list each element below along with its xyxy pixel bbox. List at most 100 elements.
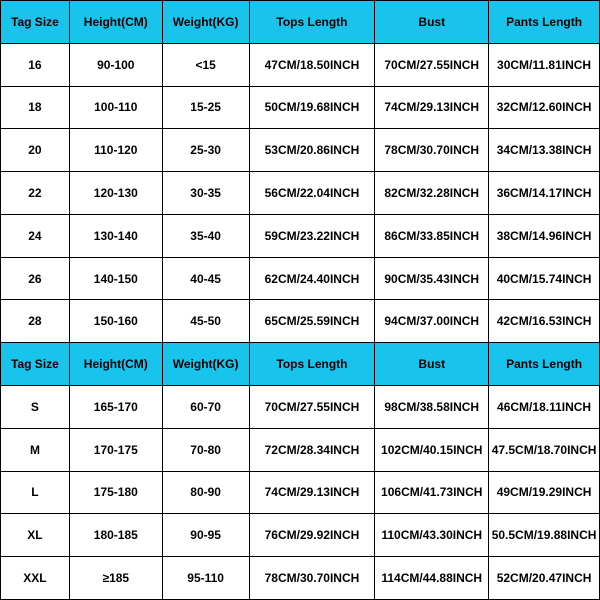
size-chart-table: Tag SizeHeight(CM)Weight(KG)Tops LengthB… — [0, 0, 600, 600]
table-cell: 70-80 — [162, 428, 249, 471]
column-header: Tops Length — [249, 1, 375, 44]
table-cell: XXL — [1, 557, 70, 600]
table-cell: 82CM/32.28INCH — [375, 172, 489, 215]
table-cell: 25-30 — [162, 129, 249, 172]
table-cell: 78CM/30.70INCH — [249, 557, 375, 600]
table-cell: 34CM/13.38INCH — [489, 129, 600, 172]
table-row: XXL≥18595-11078CM/30.70INCH114CM/44.88IN… — [1, 557, 600, 600]
header-row: Tag SizeHeight(CM)Weight(KG)Tops LengthB… — [1, 1, 600, 44]
table-cell: 40CM/15.74INCH — [489, 257, 600, 300]
table-row: 20110-12025-3053CM/20.86INCH78CM/30.70IN… — [1, 129, 600, 172]
table-cell: 165-170 — [69, 386, 162, 429]
table-cell: 94CM/37.00INCH — [375, 300, 489, 343]
table-cell: 120-130 — [69, 172, 162, 215]
table-cell: 78CM/30.70INCH — [375, 129, 489, 172]
table-cell: 26 — [1, 257, 70, 300]
table-cell: 140-150 — [69, 257, 162, 300]
table-cell: ≥185 — [69, 557, 162, 600]
table-cell: <15 — [162, 43, 249, 86]
table-row: 22120-13030-3556CM/22.04INCH82CM/32.28IN… — [1, 172, 600, 215]
table-cell: 50CM/19.68INCH — [249, 86, 375, 129]
size-chart-container: Tag SizeHeight(CM)Weight(KG)Tops LengthB… — [0, 0, 600, 600]
table-cell: S — [1, 386, 70, 429]
table-cell: 28 — [1, 300, 70, 343]
table-cell: 150-160 — [69, 300, 162, 343]
table-cell: 46CM/18.11INCH — [489, 386, 600, 429]
table-cell: 95-110 — [162, 557, 249, 600]
table-row: S165-17060-7070CM/27.55INCH98CM/38.58INC… — [1, 386, 600, 429]
table-row: 24130-14035-4059CM/23.22INCH86CM/33.85IN… — [1, 214, 600, 257]
table-cell: 53CM/20.86INCH — [249, 129, 375, 172]
table-row: M170-17570-8072CM/28.34INCH102CM/40.15IN… — [1, 428, 600, 471]
table-cell: 70CM/27.55INCH — [375, 43, 489, 86]
table-cell: 170-175 — [69, 428, 162, 471]
table-row: 28150-16045-5065CM/25.59INCH94CM/37.00IN… — [1, 300, 600, 343]
table-cell: 180-185 — [69, 514, 162, 557]
column-header: Tag Size — [1, 343, 70, 386]
table-row: 1690-100<1547CM/18.50INCH70CM/27.55INCH3… — [1, 43, 600, 86]
table-cell: 59CM/23.22INCH — [249, 214, 375, 257]
table-cell: L — [1, 471, 70, 514]
table-cell: 110-120 — [69, 129, 162, 172]
column-header: Height(CM) — [69, 1, 162, 44]
table-row: L175-18080-9074CM/29.13INCH106CM/41.73IN… — [1, 471, 600, 514]
table-row: XL180-18590-9576CM/29.92INCH110CM/43.30I… — [1, 514, 600, 557]
table-cell: 50.5CM/19.88INCH — [489, 514, 600, 557]
table-cell: 16 — [1, 43, 70, 86]
table-cell: 90-95 — [162, 514, 249, 557]
table-cell: M — [1, 428, 70, 471]
table-cell: 15-25 — [162, 86, 249, 129]
table-cell: 52CM/20.47INCH — [489, 557, 600, 600]
column-header: Weight(KG) — [162, 1, 249, 44]
table-cell: 20 — [1, 129, 70, 172]
table-cell: 47.5CM/18.70INCH — [489, 428, 600, 471]
table-cell: 76CM/29.92INCH — [249, 514, 375, 557]
table-cell: 32CM/12.60INCH — [489, 86, 600, 129]
header-row: Tag SizeHeight(CM)Weight(KG)Tops LengthB… — [1, 343, 600, 386]
table-cell: 42CM/16.53INCH — [489, 300, 600, 343]
table-cell: 175-180 — [69, 471, 162, 514]
table-cell: 30CM/11.81INCH — [489, 43, 600, 86]
table-cell: 30-35 — [162, 172, 249, 215]
table-cell: 18 — [1, 86, 70, 129]
table-cell: 49CM/19.29INCH — [489, 471, 600, 514]
column-header: Pants Length — [489, 343, 600, 386]
table-cell: 106CM/41.73INCH — [375, 471, 489, 514]
size-chart-body: Tag SizeHeight(CM)Weight(KG)Tops LengthB… — [1, 1, 600, 600]
table-cell: 86CM/33.85INCH — [375, 214, 489, 257]
table-cell: 72CM/28.34INCH — [249, 428, 375, 471]
table-cell: 36CM/14.17INCH — [489, 172, 600, 215]
table-cell: 98CM/38.58INCH — [375, 386, 489, 429]
table-cell: 110CM/43.30INCH — [375, 514, 489, 557]
table-cell: 62CM/24.40INCH — [249, 257, 375, 300]
table-cell: 100-110 — [69, 86, 162, 129]
column-header: Height(CM) — [69, 343, 162, 386]
table-cell: 47CM/18.50INCH — [249, 43, 375, 86]
table-cell: 35-40 — [162, 214, 249, 257]
table-cell: 40-45 — [162, 257, 249, 300]
column-header: Bust — [375, 343, 489, 386]
table-cell: 90-100 — [69, 43, 162, 86]
table-row: 18100-11015-2550CM/19.68INCH74CM/29.13IN… — [1, 86, 600, 129]
column-header: Weight(KG) — [162, 343, 249, 386]
table-cell: 74CM/29.13INCH — [249, 471, 375, 514]
table-cell: 24 — [1, 214, 70, 257]
table-cell: 80-90 — [162, 471, 249, 514]
table-cell: 56CM/22.04INCH — [249, 172, 375, 215]
table-cell: 60-70 — [162, 386, 249, 429]
table-cell: XL — [1, 514, 70, 557]
table-cell: 22 — [1, 172, 70, 215]
table-cell: 74CM/29.13INCH — [375, 86, 489, 129]
table-cell: 65CM/25.59INCH — [249, 300, 375, 343]
table-cell: 38CM/14.96INCH — [489, 214, 600, 257]
column-header: Bust — [375, 1, 489, 44]
table-row: 26140-15040-4562CM/24.40INCH90CM/35.43IN… — [1, 257, 600, 300]
table-cell: 70CM/27.55INCH — [249, 386, 375, 429]
column-header: Tops Length — [249, 343, 375, 386]
column-header: Pants Length — [489, 1, 600, 44]
table-cell: 90CM/35.43INCH — [375, 257, 489, 300]
table-cell: 45-50 — [162, 300, 249, 343]
table-cell: 130-140 — [69, 214, 162, 257]
table-cell: 114CM/44.88INCH — [375, 557, 489, 600]
table-cell: 102CM/40.15INCH — [375, 428, 489, 471]
